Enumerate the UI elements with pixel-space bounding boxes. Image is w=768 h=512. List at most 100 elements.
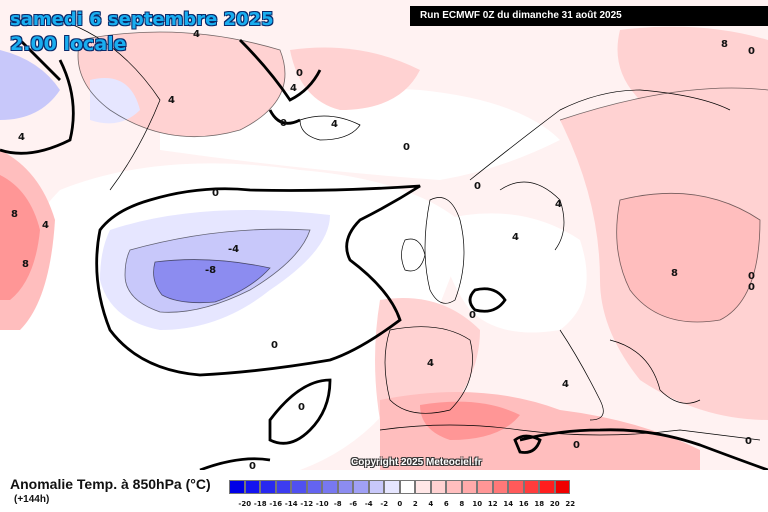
contour-label: 0 [748, 271, 755, 282]
zero-contour-iceland [268, 109, 301, 125]
legend-tick-label: 12 [487, 500, 498, 508]
legend-swatch [384, 480, 400, 494]
copyright-notice: Copyright 2025 Meteociel.fr [351, 457, 482, 468]
contour-label: 4 [512, 232, 519, 243]
lead-time: (+144h) [14, 494, 50, 505]
legend-swatch [461, 480, 477, 494]
legend-swatch [306, 480, 322, 494]
legend-swatch [244, 480, 260, 494]
legend-tick-label: -18 [253, 500, 267, 508]
coast-scandinavia-west [499, 181, 565, 251]
contour-label: 4 [331, 119, 338, 130]
legend-tick-label: 16 [518, 500, 529, 508]
contour-label: 0 [271, 340, 278, 351]
legend-swatch [523, 480, 539, 494]
anomaly-contours [77, 31, 768, 323]
contour-label: 8 [671, 268, 678, 279]
coast-ireland [401, 238, 426, 272]
contour-label: 0 [298, 402, 305, 413]
legend-swatch [291, 480, 307, 494]
legend-swatch [260, 480, 276, 494]
forecast-date: samedi 6 septembre 2025 [10, 9, 274, 30]
coast-scandinavia [469, 89, 731, 181]
contour-label: 4 [168, 95, 175, 106]
coast-british-isles [424, 197, 465, 304]
legend-tick-label: 14 [503, 500, 514, 508]
legend-swatch [446, 480, 462, 494]
legend-tick-label: 22 [565, 500, 576, 508]
legend-tick-label: -8 [333, 500, 342, 508]
contour-label: -8 [205, 265, 216, 276]
zero-contour-west-africa [268, 378, 332, 445]
contour-neg4 [124, 228, 311, 313]
contour-label: 0 [403, 142, 410, 153]
legend-tick-label: 20 [549, 500, 560, 508]
legend-swatch [554, 480, 570, 494]
contour-label: 0 [474, 181, 481, 192]
coast-italy [559, 329, 604, 421]
contour-label: 8 [721, 39, 728, 50]
contour-label: 0 [748, 282, 755, 293]
contour-label: 0 [748, 46, 755, 57]
legend-swatch [353, 480, 369, 494]
forecast-time: 2.00 locale [10, 33, 127, 55]
contour-label: 0 [249, 461, 256, 470]
legend-swatch [368, 480, 384, 494]
contour-label: 0 [573, 440, 580, 451]
legend-tick-label: 6 [443, 500, 449, 508]
cold-area-atlantic-core [153, 259, 270, 303]
warm-area-russia-core [616, 193, 760, 322]
contour-label: 4 [562, 379, 569, 390]
contour-label: 4 [555, 199, 562, 210]
legend-tick-label: -20 [238, 500, 252, 508]
legend-swatch [322, 480, 338, 494]
zero-contour-labrador [19, 39, 61, 81]
variable-title: Anomalie Temp. à 850hPa (°C) [10, 476, 211, 492]
legend-tick-label: 10 [472, 500, 483, 508]
contour-label: 4 [427, 358, 434, 369]
legend-swatch [477, 480, 493, 494]
contour-label: 4 [193, 29, 200, 40]
legend-tick-label: -6 [349, 500, 358, 508]
warm-area-ne-atlantic [290, 47, 420, 110]
anomaly-map: 4 0 4 4 0 4 0 0 8 8 4 0 -4 -8 0 0 0 0 4 … [0, 0, 768, 470]
legend-swatch [430, 480, 446, 494]
coastlines [59, 19, 761, 441]
contour-label: 8 [22, 259, 29, 270]
legend-tick-label: 2 [412, 500, 418, 508]
coast-iceland [299, 115, 361, 141]
zero-contour-greenland [0, 59, 75, 155]
contour-4-east [559, 87, 768, 121]
legend-tick-label: 8 [459, 500, 465, 508]
contour-label: 0 [280, 118, 287, 129]
run-info-banner: Run ECMWF 0Z du dimanche 31 août 2025 [410, 6, 768, 26]
warm-area-north-scandinavia [617, 26, 768, 123]
contour-label: 0 [296, 68, 303, 79]
contour-8-russia [616, 192, 761, 323]
color-scale-ticks: -20 -18 -16 -14 -12 -10 -8 -6 -4 -2 0 2 4 6 8 10 12 14 16 1… [229, 500, 575, 512]
contour-label: 8 [11, 209, 18, 220]
warm-area-west-core [0, 175, 40, 300]
contour-label: -4 [228, 244, 239, 255]
zero-contour-south [199, 457, 271, 470]
coast-balkans [609, 339, 701, 404]
zero-contour-atlantic-cold-pool [95, 184, 421, 377]
legend-tick-label: 18 [534, 500, 545, 508]
contour-label: 4 [290, 83, 297, 94]
legend-swatch [275, 480, 291, 494]
legend-swatch [492, 480, 508, 494]
neutral-zone-central-europe [440, 213, 587, 333]
contour-neg8 [153, 259, 271, 304]
legend-swatch [337, 480, 353, 494]
legend-tick-label: -4 [364, 500, 373, 508]
contour-label: 0 [745, 436, 752, 447]
zero-contours [0, 39, 768, 470]
contour-4-greenland [77, 31, 286, 138]
legend-tick-label: 4 [428, 500, 434, 508]
legend-swatch [229, 480, 245, 494]
coast-iberia [384, 326, 473, 414]
color-scale-legend [229, 480, 570, 494]
legend-tick-label: 0 [397, 500, 403, 508]
legend-tick-label: -12 [300, 500, 314, 508]
legend-tick-label: -10 [315, 500, 329, 508]
